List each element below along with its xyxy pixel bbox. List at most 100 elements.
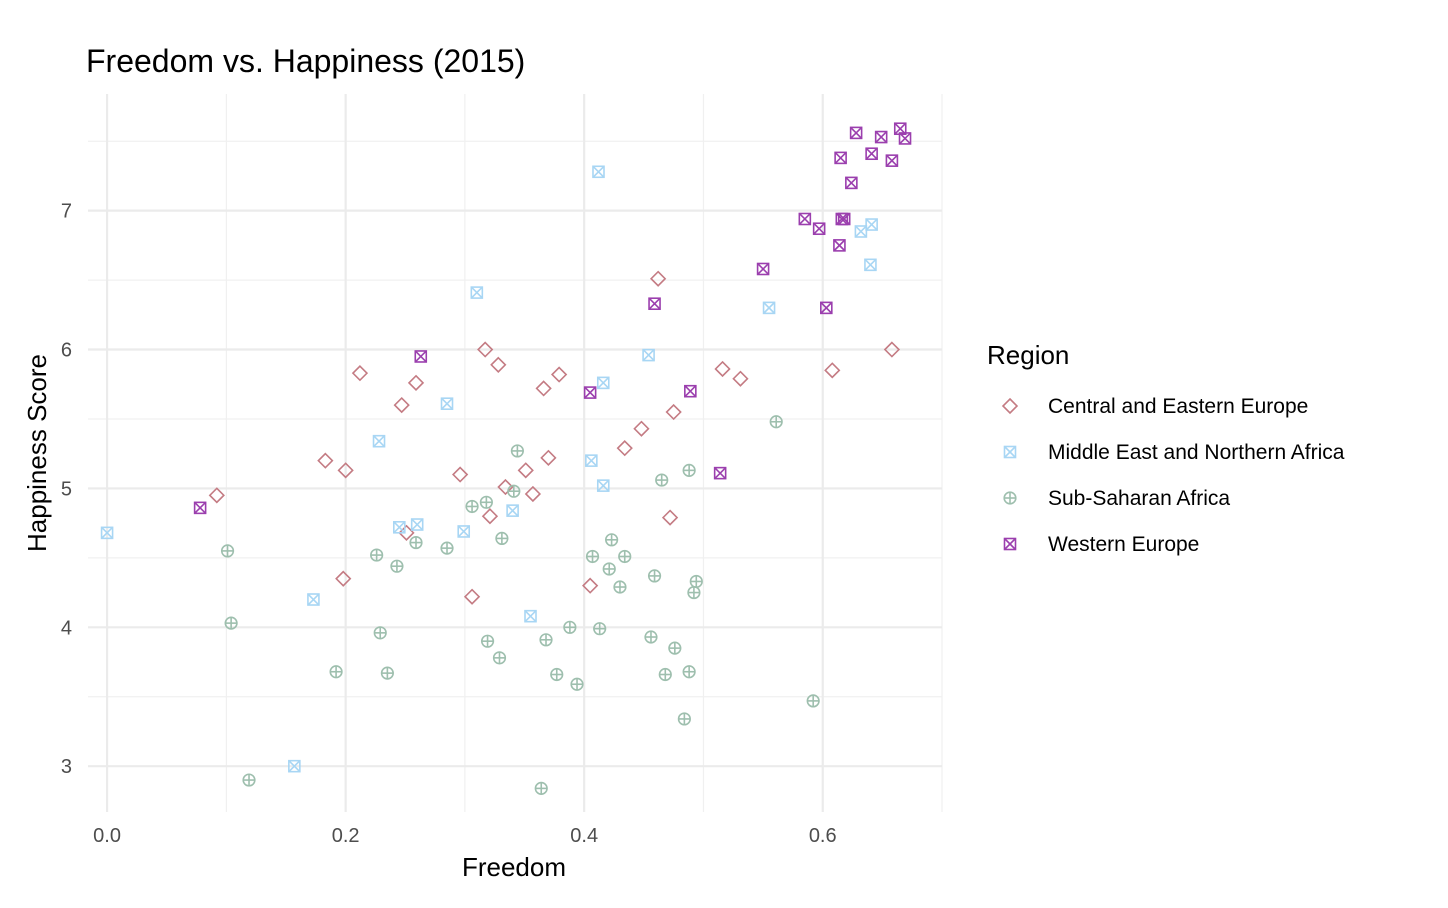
data-point <box>414 350 428 363</box>
data-point <box>507 484 521 498</box>
series-2 <box>220 415 820 795</box>
data-point <box>481 508 499 525</box>
data-point <box>393 520 406 534</box>
data-point <box>593 622 607 636</box>
data-points <box>100 122 912 795</box>
legend-title: Region <box>987 340 1069 370</box>
data-point <box>865 147 878 161</box>
data-point <box>582 577 599 594</box>
data-point <box>463 588 481 605</box>
data-point <box>762 301 776 315</box>
data-point <box>648 297 661 311</box>
data-point <box>602 562 616 576</box>
data-point <box>373 626 387 640</box>
y-axis-ticks: 3 4 5 6 7 <box>61 201 72 779</box>
data-point <box>540 449 557 466</box>
data-point <box>596 479 610 492</box>
data-point <box>307 593 320 606</box>
data-point <box>510 444 524 458</box>
data-point <box>380 666 394 680</box>
data-point <box>845 176 858 190</box>
x-tick-label: 0.4 <box>570 825 598 847</box>
data-point <box>837 212 851 226</box>
x-tick-label: 0.0 <box>93 825 121 847</box>
data-point <box>490 356 507 373</box>
x-axis-ticks: 0.0 0.2 0.4 0.6 <box>93 825 836 847</box>
data-point <box>644 630 658 644</box>
data-point <box>633 420 650 437</box>
data-point <box>393 396 410 414</box>
data-point <box>769 415 783 429</box>
data-point <box>756 262 770 276</box>
data-point <box>470 286 484 299</box>
data-point <box>687 585 701 600</box>
data-point <box>457 525 471 538</box>
data-point <box>495 531 509 546</box>
data-point <box>677 712 691 726</box>
data-point <box>668 641 682 655</box>
data-point <box>440 397 454 410</box>
data-point <box>535 380 552 397</box>
y-tick-label: 7 <box>61 201 72 223</box>
data-point <box>854 225 868 238</box>
data-point <box>477 341 494 358</box>
data-point <box>665 403 682 421</box>
data-point <box>193 501 207 515</box>
data-point <box>585 454 598 467</box>
legend-label: Central and Eastern Europe <box>1048 395 1308 418</box>
data-point <box>224 616 238 630</box>
data-point <box>824 362 841 379</box>
data-point <box>834 151 847 165</box>
data-point <box>883 341 901 358</box>
data-point <box>524 609 537 623</box>
legend-label: Sub-Saharan Africa <box>1048 487 1230 510</box>
data-point <box>539 633 553 647</box>
data-point <box>833 239 846 252</box>
data-point <box>658 667 672 682</box>
data-point <box>570 677 584 691</box>
legend-key <box>1003 537 1017 551</box>
data-point <box>410 518 424 531</box>
legend: Region Central and Eastern Europe Middle … <box>987 340 1345 556</box>
data-point <box>647 569 662 583</box>
y-tick-label: 5 <box>61 478 72 500</box>
data-point <box>335 570 352 587</box>
data-point <box>885 154 899 167</box>
data-point <box>220 544 235 558</box>
data-point <box>661 509 679 526</box>
data-point <box>465 499 479 514</box>
data-point <box>682 463 696 477</box>
data-point <box>713 466 727 480</box>
legend-label: Middle East and Northern Africa <box>1048 441 1345 464</box>
data-point <box>864 258 877 272</box>
data-point <box>407 374 425 391</box>
data-point <box>689 574 703 589</box>
legend-label: Western Europe <box>1048 533 1199 556</box>
data-point <box>288 759 301 773</box>
data-point <box>642 348 655 362</box>
data-point <box>874 130 888 144</box>
data-point <box>798 212 812 226</box>
y-axis-title: Happiness Score <box>22 354 52 552</box>
grid <box>88 94 943 812</box>
data-point <box>452 466 469 483</box>
series-3 <box>193 122 912 515</box>
x-tick-label: 0.6 <box>809 825 837 847</box>
data-point <box>440 541 454 555</box>
data-point <box>684 384 697 398</box>
legend-item: Sub-Saharan Africa <box>1003 487 1230 510</box>
legend-key <box>1003 491 1017 505</box>
data-point <box>479 495 493 509</box>
legend-key <box>1003 445 1017 459</box>
data-point <box>351 365 369 382</box>
data-point <box>329 665 343 679</box>
legend-key <box>1001 397 1019 415</box>
data-point <box>820 301 833 315</box>
data-point <box>317 452 334 469</box>
data-point <box>592 165 605 179</box>
data-point <box>370 548 384 562</box>
y-tick-label: 4 <box>61 617 72 639</box>
chart-title: Freedom vs. Happiness (2015) <box>86 43 525 79</box>
data-point <box>806 694 820 708</box>
data-point <box>242 773 256 787</box>
